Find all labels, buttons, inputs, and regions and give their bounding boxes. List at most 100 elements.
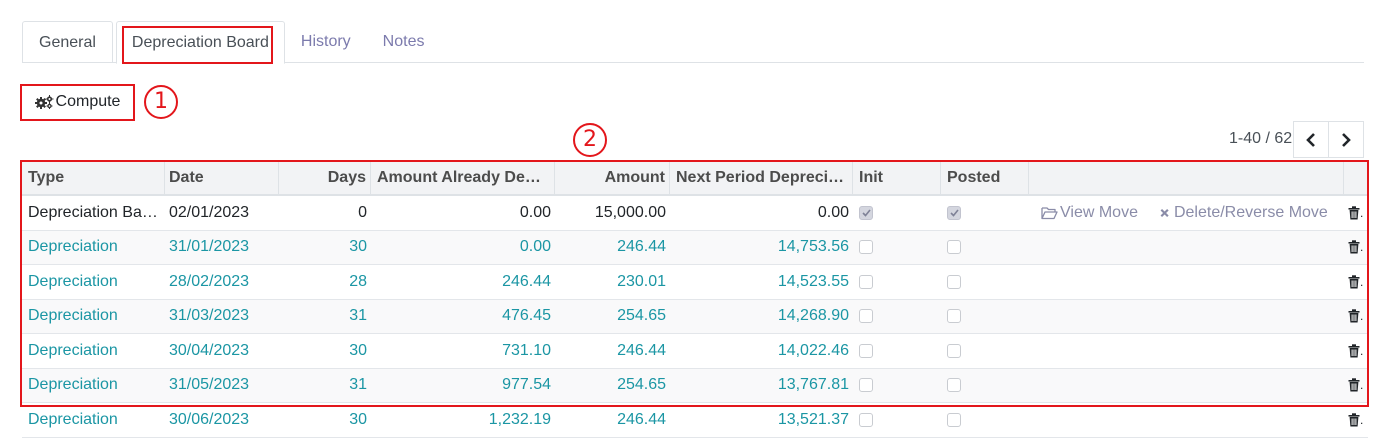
- trash-icon: [1348, 344, 1360, 358]
- tab-notes[interactable]: Notes: [382, 33, 425, 50]
- chevron-left-icon: [1306, 132, 1315, 147]
- cell-actions: [1029, 403, 1344, 437]
- posted-checkbox[interactable]: [947, 412, 961, 427]
- delete-reverse-move-label: Delete/Reverse Move: [1173, 203, 1328, 221]
- tab-history[interactable]: History: [300, 33, 351, 50]
- trash-icon: [1348, 413, 1360, 427]
- cell-init: [853, 231, 941, 265]
- delete-row-button[interactable]: .: [1344, 403, 1368, 437]
- table-header: Type Date Days Amount Already De… Amount…: [22, 162, 1368, 196]
- delete-row-button[interactable]: .: [1344, 300, 1368, 334]
- header-trash: [1344, 162, 1368, 194]
- cell-date: 31/01/2023: [169, 238, 250, 256]
- pager-previous-button[interactable]: [1293, 121, 1329, 158]
- init-checkbox[interactable]: [859, 274, 873, 289]
- table-row[interactable]: Depreciation 30/06/2023 30 1,232.19 246.…: [22, 403, 1368, 438]
- cell-posted: [941, 231, 1029, 265]
- annotation-marker-1: 1: [144, 85, 178, 119]
- header-date[interactable]: Date: [165, 162, 279, 194]
- cell-actions: [1029, 265, 1344, 299]
- delete-reverse-move-button[interactable]: Delete/Reverse Move: [1158, 204, 1328, 222]
- posted-checkbox[interactable]: [947, 343, 961, 358]
- header-amount-already-depreciated[interactable]: Amount Already De…: [371, 162, 555, 194]
- cell-date: 30/06/2023: [169, 410, 250, 428]
- cell-init: [853, 334, 941, 368]
- delete-row-button[interactable]: .: [1344, 369, 1368, 403]
- cell-amount: 254.65: [617, 307, 666, 325]
- cell-amount: 230.01: [617, 272, 666, 290]
- posted-checkbox[interactable]: [947, 274, 961, 289]
- trash-icon: [1348, 206, 1360, 220]
- table-row[interactable]: Depreciation 31/05/2023 31 977.54 254.65…: [22, 368, 1368, 403]
- header-type[interactable]: Type: [22, 162, 165, 194]
- cell-amount-already-depreciated: 977.54: [502, 376, 551, 394]
- delete-row-button[interactable]: .: [1344, 265, 1368, 299]
- cell-type: Depreciation: [28, 410, 118, 428]
- table-row[interactable]: Depreciation 30/04/2023 30 731.10 246.44…: [22, 334, 1368, 369]
- cell-days: 28: [349, 272, 367, 290]
- init-checkbox[interactable]: [859, 240, 873, 255]
- cell-days: 0: [358, 203, 367, 221]
- cell-amount-already-depreciated: 1,232.19: [488, 410, 551, 428]
- cell-amount: 15,000.00: [594, 203, 666, 221]
- delete-row-button[interactable]: .: [1344, 231, 1368, 265]
- annotation-marker-2: 2: [573, 123, 607, 157]
- header-init[interactable]: Init: [853, 162, 941, 194]
- cell-next-period-depreciation: 14,268.90: [777, 307, 849, 325]
- cell-amount-already-depreciated: 0.00: [519, 238, 551, 256]
- cell-amount: 246.44: [617, 238, 666, 256]
- posted-checkbox[interactable]: [947, 378, 961, 393]
- cell-next-period-depreciation: 13,767.81: [777, 376, 849, 394]
- posted-checkbox[interactable]: [947, 309, 961, 324]
- init-checkbox[interactable]: [859, 309, 873, 324]
- cell-amount: 246.44: [617, 410, 666, 428]
- folder-open-icon: [1041, 207, 1058, 219]
- cell-posted: [941, 196, 1029, 230]
- cell-days: 30: [349, 238, 367, 256]
- posted-checkbox[interactable]: [947, 240, 961, 255]
- header-next-period-depreciation[interactable]: Next Period Depreci…: [670, 162, 853, 194]
- tab-depreciation-board[interactable]: Depreciation Board: [115, 21, 285, 64]
- view-move-button[interactable]: View Move: [1041, 204, 1138, 222]
- cell-next-period-depreciation: 14,753.56: [777, 238, 849, 256]
- header-posted[interactable]: Posted: [941, 162, 1029, 194]
- notebook-tabs: General Depreciation Board History Notes: [22, 21, 1364, 64]
- cell-init: [853, 196, 941, 230]
- chevron-right-icon: [1342, 132, 1351, 147]
- cell-days: 30: [349, 410, 367, 428]
- cell-days: 31: [349, 307, 367, 325]
- cell-date: 30/04/2023: [169, 341, 250, 359]
- tab-general[interactable]: General: [22, 21, 113, 63]
- trash-icon: [1348, 378, 1360, 392]
- cell-date: 28/02/2023: [169, 272, 250, 290]
- cell-date: 31/05/2023: [169, 376, 250, 394]
- table-row[interactable]: Depreciation 31/01/2023 30 0.00 246.44 1…: [22, 230, 1368, 265]
- init-checkbox[interactable]: [859, 378, 873, 393]
- cell-next-period-depreciation: 14,022.46: [777, 341, 849, 359]
- cell-type: Depreciation: [28, 272, 118, 290]
- header-days[interactable]: Days: [279, 162, 371, 194]
- cell-type: Depreciation: [28, 238, 118, 256]
- trash-icon: [1348, 309, 1360, 323]
- cell-date: 02/01/2023: [169, 203, 250, 221]
- init-checkbox[interactable]: [859, 205, 873, 220]
- cell-actions: View Move Delete/Reverse Move: [1029, 196, 1344, 230]
- delete-row-button[interactable]: .: [1344, 196, 1368, 230]
- cell-amount-already-depreciated: 246.44: [502, 272, 551, 290]
- cell-amount-already-depreciated: 0.00: [519, 203, 551, 221]
- view-move-label: View Move: [1060, 203, 1138, 221]
- cell-next-period-depreciation: 14,523.55: [777, 272, 849, 290]
- init-checkbox[interactable]: [859, 412, 873, 427]
- compute-button[interactable]: Compute: [22, 85, 133, 119]
- posted-checkbox[interactable]: [947, 205, 961, 220]
- header-amount[interactable]: Amount: [555, 162, 670, 194]
- init-checkbox[interactable]: [859, 343, 873, 358]
- pager-value: 1-40 / 62: [1229, 130, 1293, 147]
- cell-posted: [941, 300, 1029, 334]
- table-row[interactable]: Depreciation Ba… 02/01/2023 0 0.00 15,00…: [22, 196, 1368, 231]
- cell-actions: [1029, 369, 1344, 403]
- delete-row-button[interactable]: .: [1344, 334, 1368, 368]
- table-row[interactable]: Depreciation 31/03/2023 31 476.45 254.65…: [22, 299, 1368, 334]
- pager-next-button[interactable]: [1328, 121, 1364, 158]
- table-row[interactable]: Depreciation 28/02/2023 28 246.44 230.01…: [22, 265, 1368, 300]
